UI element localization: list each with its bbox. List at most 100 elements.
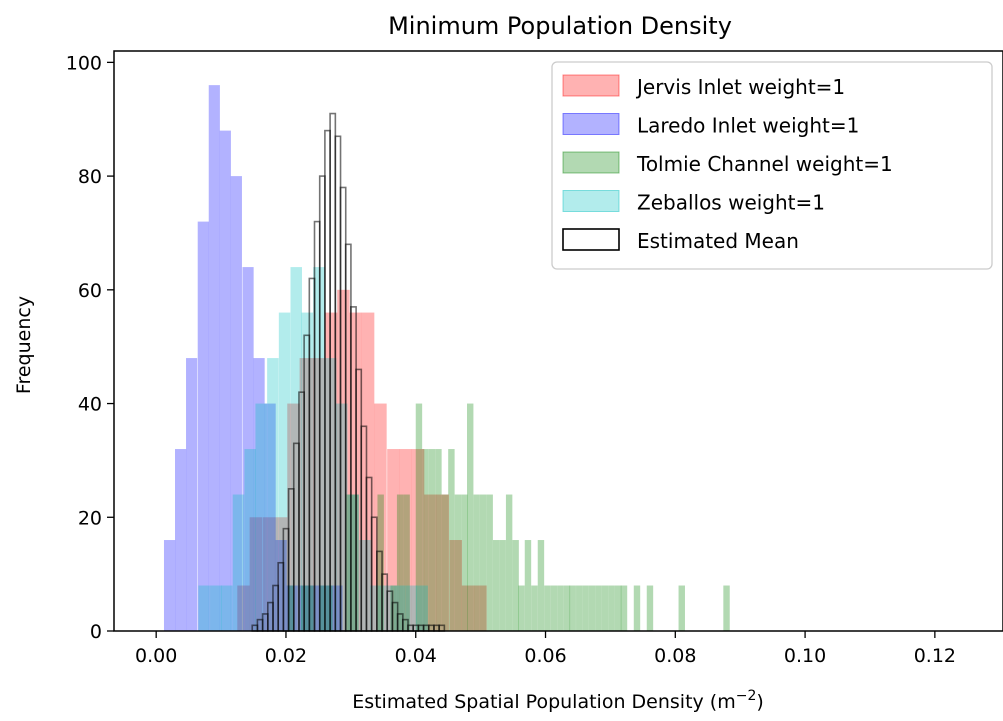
bar-laredo-inlet-weight-1-7 xyxy=(242,267,254,631)
bar-tolmie-channel-weight-1-21 xyxy=(479,494,487,631)
y-tick-label: 60 xyxy=(78,280,102,302)
bar-tolmie-channel-weight-1-19 xyxy=(467,403,474,631)
bar-tolmie-channel-weight-1-29 xyxy=(531,585,538,631)
bar-zeballos-weight-1-9 xyxy=(301,312,314,631)
bar-tolmie-channel-weight-1-46 xyxy=(678,585,685,631)
bar-tolmie-channel-weight-1-38 xyxy=(589,585,596,631)
bar-zeballos-weight-1-4 xyxy=(244,449,256,631)
legend-label-laredo-inlet-weight-1: Laredo Inlet weight=1 xyxy=(637,114,859,138)
bar-tolmie-channel-weight-1-11 xyxy=(415,403,423,631)
bar-tolmie-channel-weight-1-12 xyxy=(422,449,429,631)
bar-tolmie-channel-weight-1-33 xyxy=(557,585,564,631)
bar-tolmie-channel-weight-1-10 xyxy=(403,494,410,631)
bar-laredo-inlet-weight-1-6 xyxy=(230,176,242,631)
bar-tolmie-channel-weight-1-26 xyxy=(512,540,519,631)
x-tick-label: 0.02 xyxy=(265,645,307,667)
bar-zeballos-weight-1-12 xyxy=(335,403,348,631)
bar-tolmie-channel-weight-1-14 xyxy=(435,449,442,631)
bars-layer xyxy=(163,85,730,632)
bar-tolmie-channel-weight-1-5 xyxy=(345,494,353,631)
bar-tolmie-channel-weight-1-9 xyxy=(396,494,404,631)
bar-tolmie-channel-weight-1-45 xyxy=(646,585,654,631)
bar-tolmie-channel-weight-1-16 xyxy=(448,449,455,631)
bar-tolmie-channel-weight-1-31 xyxy=(544,585,551,631)
bar-tolmie-channel-weight-1-47 xyxy=(723,585,730,631)
legend-swatch-estimated-mean xyxy=(562,228,620,251)
legend-label-jervis-inlet-weight-1: Jervis Inlet weight=1 xyxy=(635,75,845,99)
bar-zeballos-weight-1-5 xyxy=(255,403,267,631)
bar-laredo-inlet-weight-1-3 xyxy=(197,221,209,631)
y-tick-label: 80 xyxy=(78,166,102,188)
legend-label-tolmie-channel-weight-1: Tolmie Channel weight=1 xyxy=(636,152,893,176)
bar-zeballos-weight-1-13 xyxy=(347,494,360,631)
bar-tolmie-channel-weight-1-40 xyxy=(601,585,609,631)
x-axis: 0.00 0.02 0.04 0.06 0.08 0.10 0.12 xyxy=(135,631,956,667)
bar-tolmie-channel-weight-1-28 xyxy=(524,540,532,631)
bar-jervis-inlet-weight-1-15 xyxy=(424,494,437,631)
bar-tolmie-channel-weight-1-35 xyxy=(569,585,576,631)
bar-tolmie-channel-weight-1-3 xyxy=(319,585,327,631)
bar-laredo-inlet-weight-1-5 xyxy=(219,130,231,632)
bar-laredo-inlet-weight-1-2 xyxy=(186,358,198,631)
bar-zeballos-weight-1-2 xyxy=(221,585,233,631)
bar-zeballos-weight-1-19 xyxy=(416,585,428,631)
y-axis-label: Frequency xyxy=(13,296,35,394)
bar-jervis-inlet-weight-1-16 xyxy=(436,494,449,631)
x-tick-label: 0.06 xyxy=(524,645,566,667)
x-tick-label: 0.08 xyxy=(654,645,696,667)
bar-laredo-inlet-weight-1-1 xyxy=(175,449,187,631)
bar-tolmie-channel-weight-1-2 xyxy=(307,585,314,631)
bar-zeballos-weight-1-1 xyxy=(210,585,222,631)
bar-tolmie-channel-weight-1-42 xyxy=(614,585,622,631)
bar-laredo-inlet-weight-1-11 xyxy=(286,585,298,631)
bar-tolmie-channel-weight-1-44 xyxy=(633,585,641,631)
bar-jervis-inlet-weight-1-13 xyxy=(399,449,412,631)
legend-label-estimated-mean: Estimated Mean xyxy=(637,229,799,253)
x-tick-label: 0.10 xyxy=(784,645,826,667)
legend-swatch-zeballos-weight-1 xyxy=(562,190,620,212)
legend-box xyxy=(551,61,993,270)
bar-tolmie-channel-weight-1-41 xyxy=(608,585,615,631)
y-tick-label: 20 xyxy=(78,507,102,529)
bar-jervis-inlet-weight-1-0 xyxy=(237,585,250,631)
bar-tolmie-channel-weight-1-23 xyxy=(492,540,500,631)
legend-swatch-laredo-inlet-weight-1 xyxy=(562,113,620,135)
bar-tolmie-channel-weight-1-27 xyxy=(518,585,525,631)
bar-jervis-inlet-weight-1-14 xyxy=(411,449,425,631)
bar-tolmie-channel-weight-1-7 xyxy=(377,494,384,631)
bar-tolmie-channel-weight-1-0 xyxy=(287,585,295,631)
bar-zeballos-weight-1-7 xyxy=(278,312,291,631)
bar-tolmie-channel-weight-1-17 xyxy=(454,494,462,631)
bar-tolmie-channel-weight-1-43 xyxy=(620,585,628,631)
x-tick-label: 0.00 xyxy=(135,645,177,667)
bar-tolmie-channel-weight-1-37 xyxy=(582,585,589,631)
bar-laredo-inlet-weight-1-14 xyxy=(320,585,332,631)
bar-zeballos-weight-1-17 xyxy=(393,585,406,631)
bar-jervis-inlet-weight-1-18 xyxy=(461,585,475,631)
y-tick-label: 40 xyxy=(78,394,102,416)
x-axis-label-superscript: −2 xyxy=(736,688,757,704)
bar-zeballos-weight-1-3 xyxy=(232,494,245,631)
bar-jervis-inlet-weight-1-7 xyxy=(324,312,338,631)
bar-laredo-inlet-weight-1-10 xyxy=(275,540,287,631)
bar-tolmie-channel-weight-1-8 xyxy=(390,585,397,631)
bar-jervis-inlet-weight-1-12 xyxy=(387,449,400,631)
bar-tolmie-channel-weight-1-18 xyxy=(461,494,468,631)
bar-tolmie-channel-weight-1-22 xyxy=(486,494,493,631)
bar-tolmie-channel-weight-1-13 xyxy=(428,449,436,631)
x-axis-label: Estimated Spatial Population Density (m−… xyxy=(352,688,764,713)
x-tick-label: 0.12 xyxy=(914,645,956,667)
bar-laredo-inlet-weight-1-0 xyxy=(163,540,176,631)
bar-tolmie-channel-weight-1-32 xyxy=(550,585,558,631)
bar-jervis-inlet-weight-1-17 xyxy=(449,540,462,631)
bar-tolmie-channel-weight-1-15 xyxy=(441,494,449,631)
legend-label-zeballos-weight-1: Zeballos weight=1 xyxy=(637,191,825,215)
x-tick-label: 0.04 xyxy=(395,645,437,667)
chart-title: Minimum Population Density xyxy=(388,12,732,40)
bar-jervis-inlet-weight-1-1 xyxy=(249,517,263,631)
bar-laredo-inlet-weight-1-4 xyxy=(208,85,220,632)
bar-laredo-inlet-weight-1-15 xyxy=(331,585,343,631)
bar-jervis-inlet-weight-1-19 xyxy=(474,585,487,631)
bar-tolmie-channel-weight-1-25 xyxy=(505,494,513,631)
bar-tolmie-channel-weight-1-34 xyxy=(563,585,571,631)
